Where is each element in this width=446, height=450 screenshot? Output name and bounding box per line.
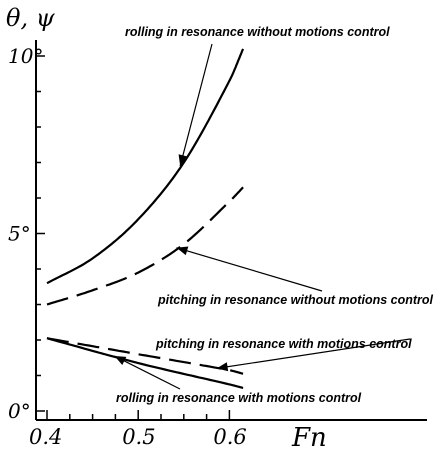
annotation-label: pitching in resonance with motions contr…	[155, 337, 412, 351]
y-tick-label: 5°	[8, 222, 31, 246]
series-line-rolling-control	[46, 337, 244, 389]
y-tick-label: 10°	[8, 44, 43, 68]
annotation-label: rolling in resonance without motions con…	[125, 25, 390, 39]
annotation-leader-line	[114, 355, 181, 390]
annotation-arrowhead	[176, 246, 189, 256]
y-tick-label: 0°	[8, 399, 31, 423]
series-line-pitching-no-control	[46, 186, 244, 306]
annotation-arrowhead	[114, 355, 127, 365]
chart-axes: 0.4 0.5 0.6 0° 5° 10°	[8, 40, 427, 449]
annotation-leader-line	[176, 247, 323, 292]
x-tick-label: 0.4	[29, 425, 62, 449]
annotation-arrowhead	[216, 362, 229, 372]
annotation-leader-line	[179, 43, 213, 167]
x-axis-label: Fn	[291, 423, 327, 450]
chart-annotations: rolling in resonance without motions con…	[114, 25, 434, 405]
series-line-rolling-no-control	[46, 48, 245, 285]
annotation-arrowhead	[178, 154, 188, 167]
series-line-pitching-control	[46, 337, 244, 375]
y-axis-label: θ, ψ	[6, 4, 56, 32]
annotation-leader-line	[216, 338, 411, 369]
x-tick-label: 0.5	[122, 425, 155, 449]
chart-series	[46, 48, 245, 389]
annotation-label: rolling in resonance with motions contro…	[116, 391, 362, 405]
annotation-label: pitching in resonance without motions co…	[157, 293, 434, 307]
x-tick-label: 0.6	[213, 425, 246, 449]
